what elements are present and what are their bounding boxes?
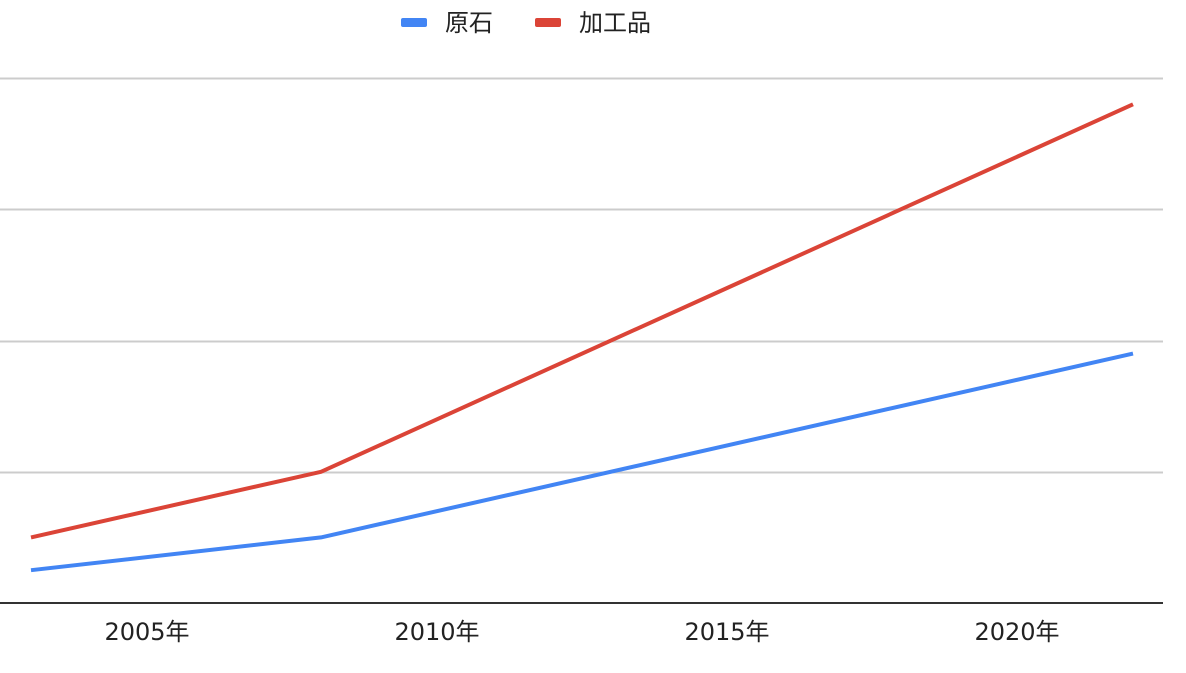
series-line-1 [30,102,1134,540]
gridlines [0,77,1163,474]
legend-swatch-0 [401,18,427,27]
x-axis-ticks: 2005年 2010年 2015年 2020年 [104,618,1059,646]
series-lines [30,102,1134,573]
legend: 原石 加工品 [401,9,651,37]
legend-swatch-1 [535,18,561,27]
x-tick-label: 2005年 [104,618,189,646]
legend-label-0: 原石 [445,9,493,37]
legend-label-1: 加工品 [579,9,651,37]
x-tick-label: 2020年 [974,618,1059,646]
x-tick-label: 2015年 [684,618,769,646]
x-tick-label: 2010年 [394,618,479,646]
series-line-0 [30,351,1134,573]
